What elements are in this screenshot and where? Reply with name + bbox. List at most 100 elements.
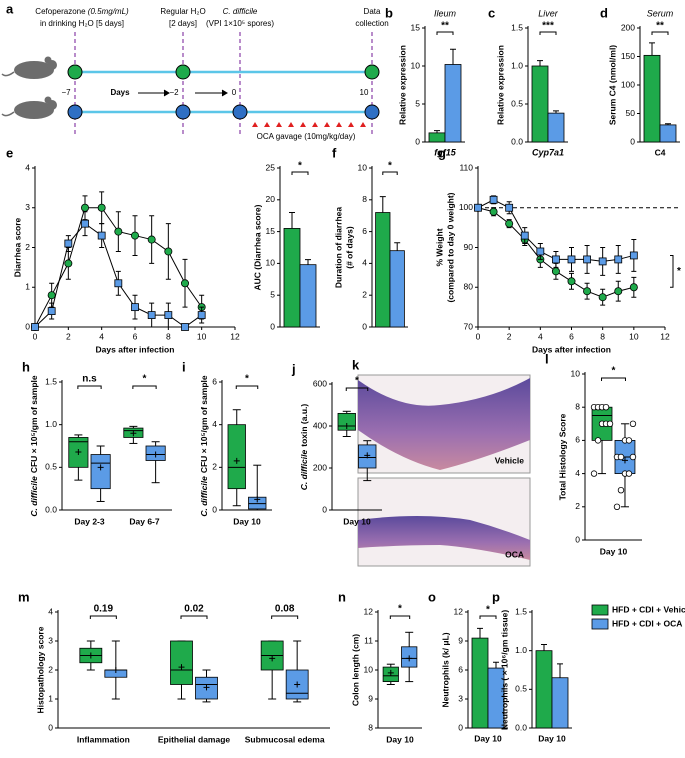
x-tick-label: 6	[569, 331, 574, 341]
x-tick-label: 4	[538, 331, 543, 341]
sig-bracket	[291, 171, 309, 175]
y-tick-label: 70	[464, 321, 474, 331]
y-tick-label: 0	[458, 722, 463, 732]
y-axis-label: Serum C4 (nmol/ml)	[607, 45, 617, 125]
panel-letter: b	[385, 5, 393, 20]
gavage-label: OCA gavage (10mg/kg/day)	[257, 132, 356, 141]
y-tick-label: 200	[621, 22, 635, 32]
y-tick-label: 600	[313, 378, 327, 388]
category-label: Day 10	[474, 733, 502, 743]
marker	[114, 227, 123, 236]
y-tick-label: 0	[322, 504, 327, 514]
mean	[387, 669, 394, 676]
y-tick-label: 4	[575, 468, 580, 478]
significance: *	[355, 376, 359, 387]
data-point	[594, 437, 602, 444]
y-axis-label: Neutrophils ( × 10⁶/gm tissue)	[499, 610, 509, 731]
marker	[583, 255, 591, 264]
marker	[131, 303, 139, 312]
x-tick-label: 10	[197, 331, 207, 341]
category-label: Day 10	[600, 546, 628, 556]
y-axis-label: Relative expression	[397, 45, 407, 125]
panel-letter: d	[600, 5, 608, 20]
category-label: Day 10	[538, 733, 566, 743]
marker	[551, 267, 560, 276]
y-axis-label: Diarrhea score	[12, 217, 22, 277]
sig-bracket	[345, 387, 369, 391]
error-bar	[649, 42, 655, 56]
mean	[294, 681, 301, 688]
sig-bracket	[479, 615, 497, 619]
marker	[147, 235, 156, 244]
marker	[147, 311, 156, 319]
x-axis-label: Days after infection	[532, 344, 611, 354]
bar	[535, 650, 553, 729]
y-tick-label: 10	[266, 258, 276, 268]
y-tick-label: 0	[362, 321, 367, 331]
data-point	[629, 453, 637, 461]
y-tick-label: 0	[48, 722, 53, 732]
category-label: fgf15	[434, 147, 456, 157]
panel-letter: j	[291, 361, 296, 376]
mean	[269, 655, 276, 662]
marker	[614, 255, 623, 264]
y-axis-label: AUC (Diarrhea score)	[252, 204, 262, 290]
spores-label: (VPI 1×10⁵ spores)	[206, 19, 274, 28]
data-point	[590, 470, 598, 477]
marker	[505, 219, 514, 228]
y-tick-label: 4	[25, 162, 30, 172]
panel-letter: n	[338, 589, 346, 604]
y-tick-label: 0.5	[45, 462, 57, 472]
sig-bracket	[436, 31, 454, 35]
y-tick-label: 0	[415, 136, 420, 146]
data-point	[606, 420, 614, 427]
y-tick-label: 80	[464, 282, 474, 292]
tissue	[358, 516, 530, 560]
y-tick-label: 20	[266, 194, 276, 204]
bar	[299, 264, 317, 328]
tissue	[358, 378, 530, 470]
mean	[87, 652, 94, 659]
panel-letter: h	[22, 359, 30, 374]
significance: *	[245, 374, 249, 385]
y-tick-label: 2	[212, 462, 217, 472]
y-tick-label: 8	[362, 194, 367, 204]
y-tick-label: 3	[458, 693, 463, 703]
x-tick-label: 2	[66, 331, 71, 341]
y-tick-label: 1	[48, 693, 53, 703]
bar	[428, 132, 446, 143]
y-tick-label: 0	[575, 534, 580, 544]
category-label: Day 2-3	[74, 516, 105, 526]
panel-letter: e	[6, 145, 13, 160]
cdiff-label: C. difficile	[223, 7, 258, 16]
y-tick-label: 9	[368, 693, 373, 703]
bar	[283, 228, 301, 328]
bar	[471, 637, 489, 729]
marker	[598, 257, 607, 266]
marker	[97, 231, 106, 240]
y-axis-label: Colon length (cm)	[350, 634, 360, 706]
timeline-points	[67, 104, 380, 120]
marker	[81, 203, 90, 212]
y-tick-label: 8	[575, 401, 580, 411]
y-tick-label: 2	[362, 289, 367, 299]
panel-letter: g	[438, 145, 446, 160]
mean	[112, 667, 119, 673]
y-tick-label: 4	[212, 419, 217, 429]
x-tick-label: 0	[33, 331, 38, 341]
arrows	[138, 89, 228, 97]
sig-bracket	[670, 254, 674, 288]
marker	[583, 287, 592, 296]
timeline-points	[67, 64, 380, 80]
significance: *	[677, 266, 681, 277]
marker	[552, 255, 560, 264]
error-bar	[557, 663, 563, 678]
error-bar	[537, 60, 543, 66]
y-tick-label: 2	[575, 501, 580, 511]
marker	[505, 203, 514, 212]
y-axis-label: C. difficile CFU × 10⁵/gm of sample	[199, 375, 209, 516]
y-axis-label: Histopathology score	[35, 626, 45, 713]
panel-letter: l	[545, 351, 549, 366]
mean	[343, 423, 350, 429]
y-tick-label: 1	[25, 282, 30, 292]
